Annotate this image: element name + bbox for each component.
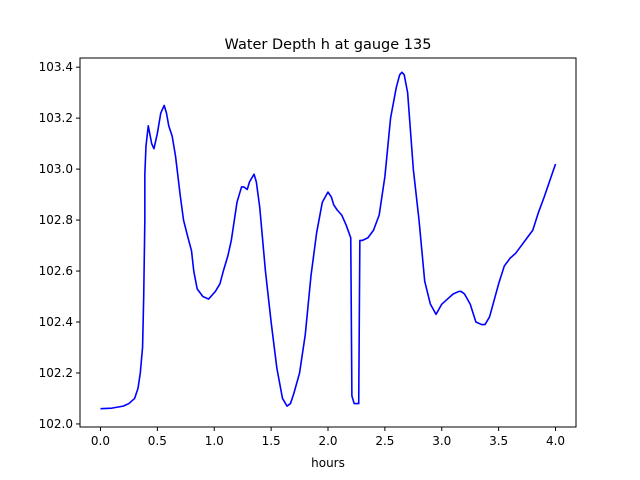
x-tick-label: 4.0 <box>546 434 565 448</box>
x-tick-label: 2.5 <box>375 434 394 448</box>
y-tick-label: 103.0 <box>39 162 73 176</box>
y-tick-label: 102.4 <box>39 315 73 329</box>
x-axis-ticks: 0.0 0.5 1.0 1.5 2.0 2.5 3.0 3.5 4.0 <box>91 427 565 448</box>
chart-title: Water Depth h at gauge 135 <box>225 37 432 53</box>
y-tick-label: 103.2 <box>39 111 73 125</box>
axes-frame <box>79 57 577 428</box>
x-tick-label: 0.5 <box>148 434 167 448</box>
x-tick-label: 3.5 <box>489 434 508 448</box>
y-axis-ticks: 102.0 102.2 102.4 102.6 102.8 103.0 103.2 103.4 <box>39 60 80 431</box>
y-tick-label: 102.0 <box>39 417 73 431</box>
x-tick-label: 1.0 <box>205 434 224 448</box>
series-line-water-depth <box>100 71 557 410</box>
plot-area <box>100 71 557 410</box>
x-tick-label: 0.0 <box>91 434 110 448</box>
x-tick-label: 1.5 <box>262 434 281 448</box>
y-tick-label: 102.6 <box>39 264 73 278</box>
x-tick-label: 3.0 <box>432 434 451 448</box>
y-tick-label: 102.2 <box>39 366 73 380</box>
x-tick-label: 2.0 <box>318 434 337 448</box>
x-axis-label: hours <box>311 456 345 470</box>
y-tick-label: 102.8 <box>39 213 73 227</box>
y-tick-label: 103.4 <box>39 60 73 74</box>
